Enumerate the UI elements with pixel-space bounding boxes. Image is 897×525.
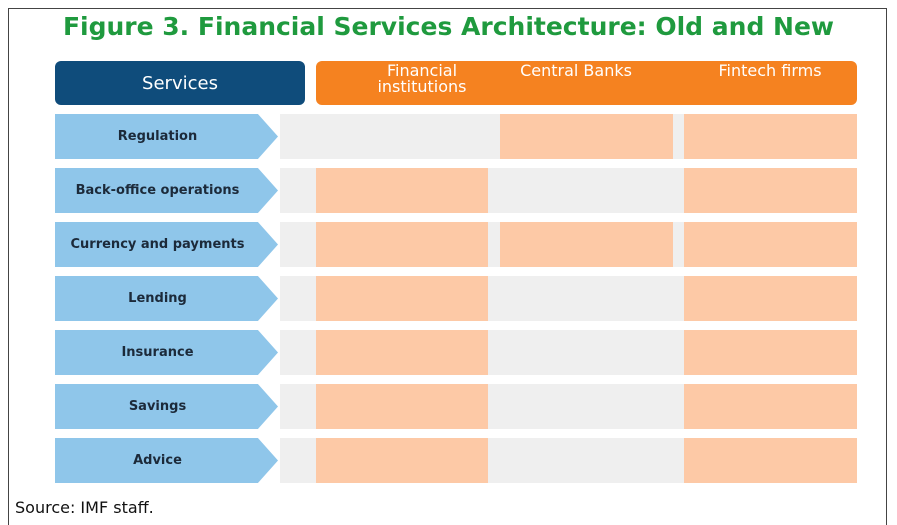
provider-cell <box>500 222 673 267</box>
service-arrow: Advice <box>55 438 278 483</box>
provider-cell <box>316 222 488 267</box>
provider-cell <box>316 276 488 321</box>
service-arrow: Insurance <box>55 330 278 375</box>
providers-header <box>316 61 857 105</box>
service-arrow: Savings <box>55 384 278 429</box>
service-arrow: Regulation <box>55 114 278 159</box>
provider-cell <box>684 384 857 429</box>
provider-cell <box>684 168 857 213</box>
provider-cell <box>684 114 857 159</box>
provider-cell <box>684 276 857 321</box>
provider-cell <box>500 114 673 159</box>
provider-cell <box>316 330 488 375</box>
title: Figure 3. Financial Services Architectur… <box>62 12 835 41</box>
source: Source: IMF staff. <box>15 498 154 517</box>
provider-cell <box>684 438 857 483</box>
provider-cell <box>316 168 488 213</box>
services-header: Services <box>55 61 305 105</box>
provider-label: Central Banks <box>520 61 632 80</box>
provider-cell <box>684 222 857 267</box>
provider-cell <box>684 330 857 375</box>
provider-label: Financial institutions <box>377 61 467 96</box>
provider-cell <box>316 438 488 483</box>
frame <box>8 8 887 525</box>
provider-cell <box>316 384 488 429</box>
provider-label: Fintech firms <box>718 61 822 80</box>
service-arrow: Back-office operations <box>55 168 278 213</box>
service-arrow: Currency and payments <box>55 222 278 267</box>
service-arrow: Lending <box>55 276 278 321</box>
